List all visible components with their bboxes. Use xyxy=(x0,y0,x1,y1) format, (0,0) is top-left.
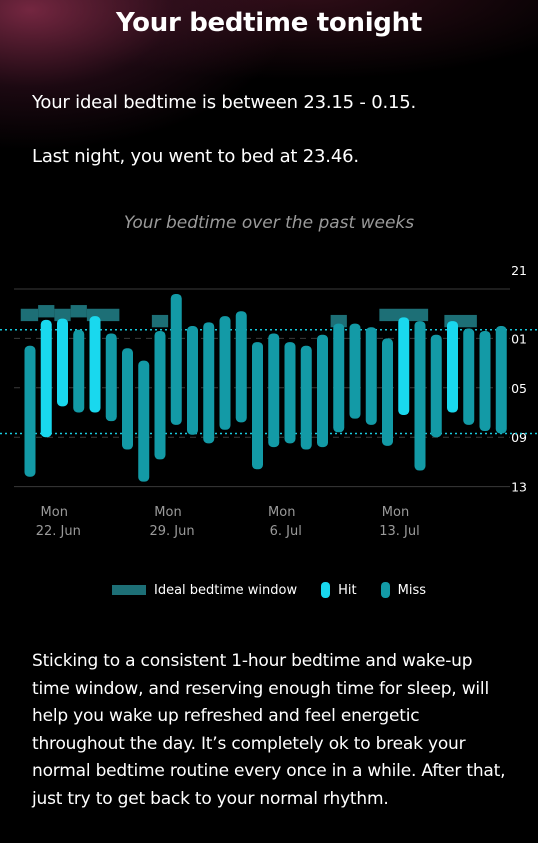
miss-bar xyxy=(252,342,263,470)
legend-swatch-miss xyxy=(380,582,390,598)
miss-bar xyxy=(122,348,133,450)
miss-bar xyxy=(73,329,85,413)
miss-bar xyxy=(495,326,507,434)
miss-bar xyxy=(300,345,312,450)
hit-bar xyxy=(89,316,101,413)
legend-item-window: Ideal bedtime window xyxy=(112,583,297,598)
miss-bar xyxy=(170,293,182,425)
legend-item-hit: Hit xyxy=(321,582,357,598)
ideal-window-block xyxy=(379,308,429,322)
legend-swatch-window xyxy=(112,585,146,595)
miss-bar xyxy=(430,334,442,438)
x-tick-label-day: Mon xyxy=(41,505,68,520)
x-tick-label-date: 6. Jul xyxy=(270,524,302,539)
chart-legend: Ideal bedtime window Hit Miss xyxy=(0,582,538,598)
ideal-window-block xyxy=(151,314,169,328)
x-tick-label-day: Mon xyxy=(154,505,181,520)
y-tick-label: 21 xyxy=(511,263,527,278)
miss-bar xyxy=(414,321,426,471)
legend-label-miss: Miss xyxy=(397,582,426,598)
bedtime-chart: 21 01 05 09 13 Mon 22. Jun Mon 29. Jun Mon 6. Jul M… xyxy=(0,263,538,539)
miss-bar xyxy=(187,326,198,435)
last-night-text: Last night, you went to bed at 23.46. xyxy=(32,146,359,167)
miss-bar xyxy=(268,333,280,448)
miss-bar xyxy=(203,322,215,444)
y-tick-label: 01 xyxy=(511,331,527,346)
hit-bar xyxy=(447,321,458,413)
chart-title: Your bedtime over the past weeks xyxy=(123,213,415,233)
miss-bar xyxy=(24,345,36,477)
legend-swatch-hit xyxy=(321,582,331,598)
ideal-window-block xyxy=(38,305,55,318)
x-tick-label-day: Mon xyxy=(268,505,295,520)
miss-bar xyxy=(284,342,296,444)
legend-label-window: Ideal bedtime window xyxy=(154,582,298,598)
miss-bar xyxy=(479,330,491,432)
ideal-bedtime-text: Your ideal bedtime is between 23.15 - 0.… xyxy=(32,92,417,113)
x-tick-label-date: 29. Jun xyxy=(149,524,194,539)
legend-item-miss: Miss xyxy=(380,582,426,598)
hit-bar xyxy=(398,317,410,415)
ideal-window-block xyxy=(20,308,39,322)
y-tick-label: 09 xyxy=(511,430,527,445)
x-tick-label-day: Mon xyxy=(382,505,409,520)
ideal-window-block xyxy=(330,314,347,328)
legend-label-hit: Hit xyxy=(338,582,357,598)
background-glow xyxy=(0,0,538,240)
miss-bar xyxy=(154,330,166,460)
miss-bar xyxy=(349,323,361,419)
hit-bar xyxy=(57,318,68,407)
advice-paragraph: Sticking to a consistent 1-hour bedtime … xyxy=(32,651,506,809)
y-tick-label: 13 xyxy=(511,480,527,495)
miss-bar xyxy=(235,311,247,423)
miss-bar xyxy=(219,316,231,430)
miss-bar xyxy=(382,338,393,446)
ideal-window-block xyxy=(54,308,71,322)
miss-bar xyxy=(365,327,377,425)
y-tick-label: 05 xyxy=(511,381,527,396)
x-tick-label-date: 13. Jul xyxy=(379,524,420,539)
miss-bar xyxy=(463,328,475,425)
page-title: Your bedtime tonight xyxy=(116,8,422,38)
miss-bar xyxy=(317,334,328,448)
hit-bar xyxy=(40,319,52,438)
ideal-window-block xyxy=(70,305,87,318)
miss-bar xyxy=(105,333,117,422)
miss-bar xyxy=(138,360,150,482)
miss-bar xyxy=(333,323,345,433)
x-tick-label-date: 22. Jun xyxy=(36,524,81,539)
